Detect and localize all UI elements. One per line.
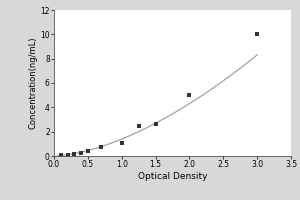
- Point: [136, 124, 141, 127]
- X-axis label: Optical Density: Optical Density: [138, 172, 207, 181]
- Point: [187, 94, 192, 97]
- Point: [99, 146, 104, 149]
- Point: [119, 141, 124, 144]
- Point: [255, 33, 260, 36]
- Point: [79, 151, 83, 155]
- Point: [72, 153, 77, 156]
- Point: [85, 150, 90, 153]
- Point: [153, 123, 158, 126]
- Point: [65, 153, 70, 156]
- Y-axis label: Concentration(ng/mL): Concentration(ng/mL): [28, 37, 38, 129]
- Point: [58, 154, 63, 157]
